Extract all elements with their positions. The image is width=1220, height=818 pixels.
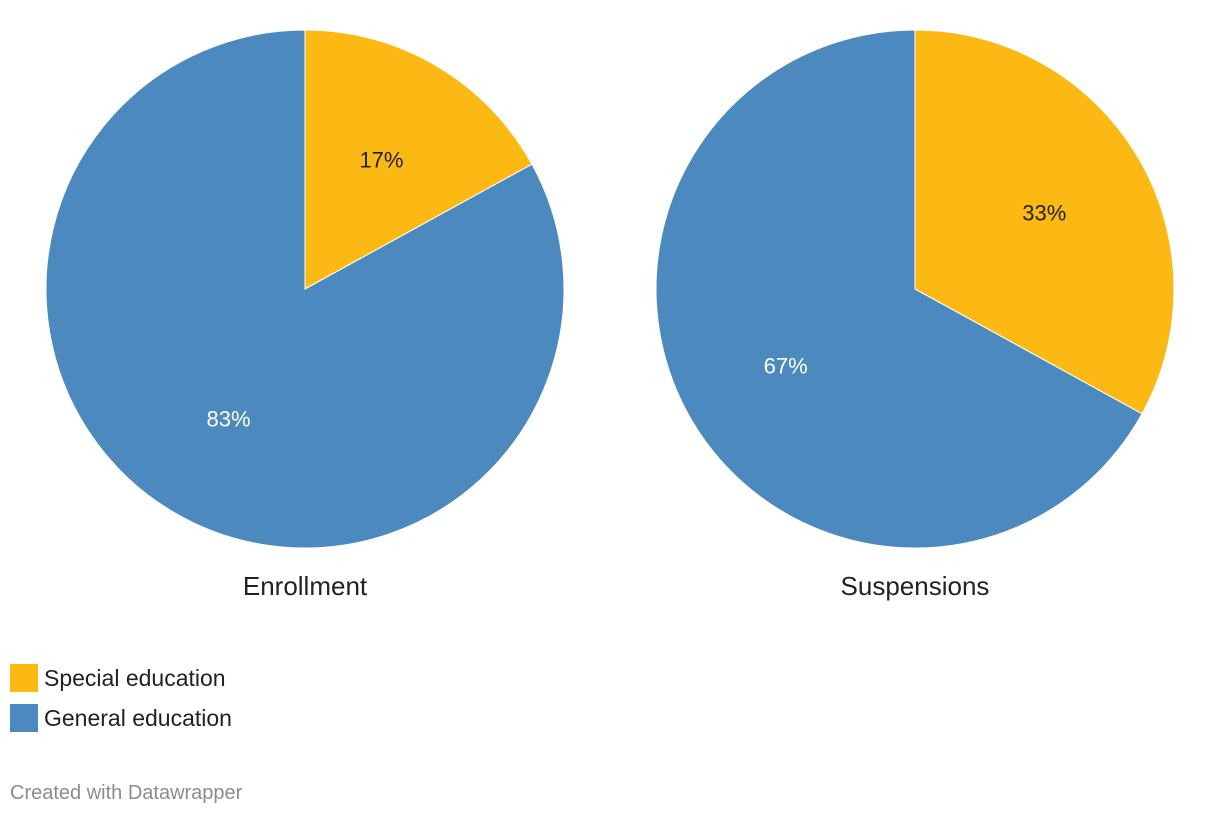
legend-item-special-education: Special education (10, 664, 232, 692)
slice-label-enrollment-general-education: 83% (207, 406, 251, 431)
pie-title-suspensions: Suspensions (841, 571, 990, 601)
legend-swatch-general-education (10, 704, 38, 732)
pie-charts: 17% 83% Enrollment 33% 67% Suspensions (45, 29, 1175, 601)
slice-label-suspensions-special-education: 33% (1022, 201, 1066, 226)
legend-label-general-education: General education (44, 705, 232, 731)
legend-swatch-special-education (10, 664, 38, 692)
pie-enrollment: 17% 83% Enrollment (45, 29, 565, 601)
pie-slice-enrollment-general-education[interactable] (45, 29, 565, 549)
slice-label-enrollment-special-education: 17% (359, 148, 403, 173)
legend: Special education General education (10, 664, 232, 744)
pie-slice-enrollment-special-education[interactable] (304, 29, 533, 290)
pie-title-enrollment: Enrollment (243, 571, 368, 601)
legend-item-general-education: General education (10, 704, 232, 732)
slice-label-suspensions-general-education: 67% (764, 353, 808, 378)
pie-suspensions: 33% 67% Suspensions (655, 29, 1175, 601)
pie-slice-suspensions-general-education[interactable] (655, 29, 1143, 549)
pie-slice-suspensions-special-education[interactable] (914, 29, 1175, 415)
credit-link[interactable]: Created with Datawrapper (10, 782, 243, 804)
legend-label-special-education: Special education (44, 665, 226, 691)
